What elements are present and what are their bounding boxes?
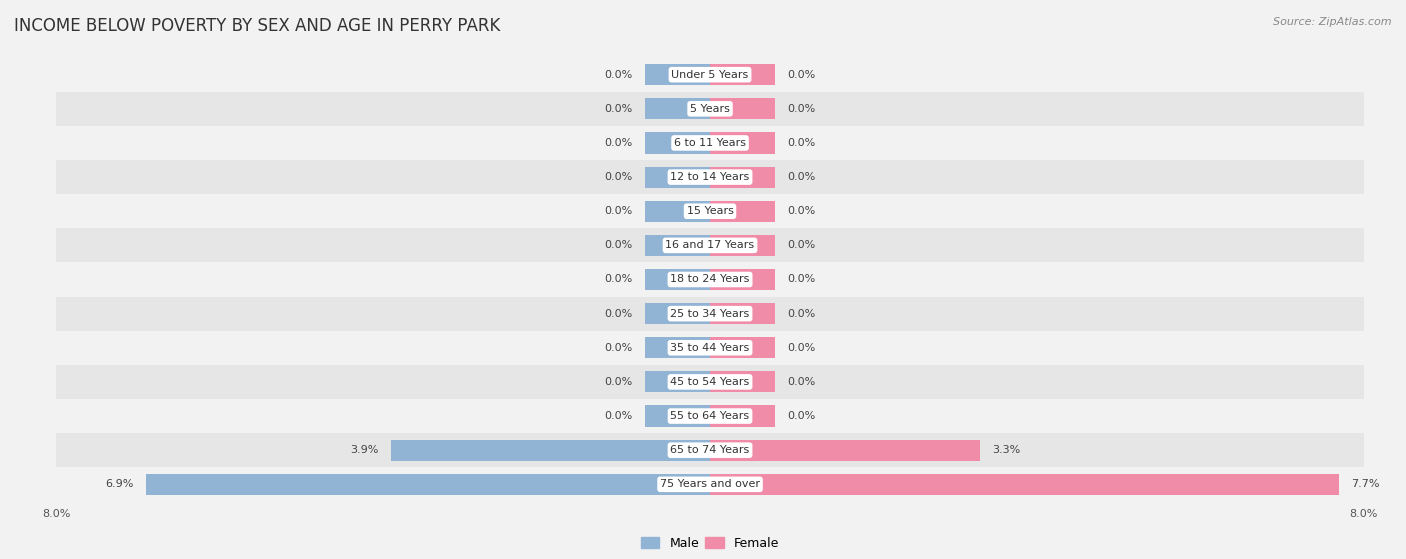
Bar xyxy=(56,467,1364,501)
Bar xyxy=(710,64,776,86)
Bar xyxy=(56,194,1364,228)
Text: 6.9%: 6.9% xyxy=(105,479,134,489)
Text: 0.0%: 0.0% xyxy=(787,343,815,353)
Text: 0.0%: 0.0% xyxy=(605,104,633,114)
Text: Source: ZipAtlas.com: Source: ZipAtlas.com xyxy=(1274,17,1392,27)
Text: 65 to 74 Years: 65 to 74 Years xyxy=(671,445,749,455)
Bar xyxy=(56,365,1364,399)
Text: 18 to 24 Years: 18 to 24 Years xyxy=(671,274,749,285)
Bar xyxy=(644,132,710,154)
Text: 0.0%: 0.0% xyxy=(787,172,815,182)
Text: 0.0%: 0.0% xyxy=(605,411,633,421)
Bar xyxy=(644,201,710,222)
Text: 0.0%: 0.0% xyxy=(605,377,633,387)
Bar xyxy=(56,297,1364,331)
Bar xyxy=(644,337,710,358)
Text: 6 to 11 Years: 6 to 11 Years xyxy=(673,138,747,148)
Text: 75 Years and over: 75 Years and over xyxy=(659,479,761,489)
Text: 0.0%: 0.0% xyxy=(787,240,815,250)
Text: 55 to 64 Years: 55 to 64 Years xyxy=(671,411,749,421)
Text: 0.0%: 0.0% xyxy=(787,104,815,114)
Bar xyxy=(56,399,1364,433)
Bar xyxy=(56,331,1364,365)
Text: Under 5 Years: Under 5 Years xyxy=(672,70,748,80)
Legend: Male, Female: Male, Female xyxy=(636,532,785,555)
Text: 3.9%: 3.9% xyxy=(350,445,380,455)
Bar xyxy=(56,126,1364,160)
Bar xyxy=(56,228,1364,262)
Bar xyxy=(710,303,776,324)
Bar xyxy=(710,269,776,290)
Bar xyxy=(644,235,710,256)
Text: 35 to 44 Years: 35 to 44 Years xyxy=(671,343,749,353)
Text: 0.0%: 0.0% xyxy=(787,377,815,387)
Text: 15 Years: 15 Years xyxy=(686,206,734,216)
Text: 0.0%: 0.0% xyxy=(787,411,815,421)
Text: 0.0%: 0.0% xyxy=(605,138,633,148)
Text: 0.0%: 0.0% xyxy=(787,274,815,285)
Text: 3.3%: 3.3% xyxy=(993,445,1021,455)
Bar xyxy=(710,405,776,427)
Bar xyxy=(644,167,710,188)
Text: 25 to 34 Years: 25 to 34 Years xyxy=(671,309,749,319)
Bar xyxy=(710,235,776,256)
Bar xyxy=(56,262,1364,297)
Text: 0.0%: 0.0% xyxy=(787,206,815,216)
Bar xyxy=(710,167,776,188)
Text: 0.0%: 0.0% xyxy=(787,70,815,80)
Text: 0.0%: 0.0% xyxy=(787,309,815,319)
Bar xyxy=(710,132,776,154)
Bar xyxy=(710,337,776,358)
Bar xyxy=(644,303,710,324)
Text: 0.0%: 0.0% xyxy=(605,206,633,216)
Text: 0.0%: 0.0% xyxy=(605,343,633,353)
Text: 0.0%: 0.0% xyxy=(605,274,633,285)
Text: 16 and 17 Years: 16 and 17 Years xyxy=(665,240,755,250)
Text: 12 to 14 Years: 12 to 14 Years xyxy=(671,172,749,182)
Bar xyxy=(644,405,710,427)
Bar xyxy=(56,92,1364,126)
Bar xyxy=(710,439,980,461)
Bar xyxy=(56,433,1364,467)
Bar xyxy=(644,98,710,120)
Bar xyxy=(56,160,1364,194)
Bar xyxy=(391,439,710,461)
Bar xyxy=(146,473,710,495)
Text: 0.0%: 0.0% xyxy=(605,70,633,80)
Text: 0.0%: 0.0% xyxy=(605,172,633,182)
Bar xyxy=(644,269,710,290)
Text: 0.0%: 0.0% xyxy=(787,138,815,148)
Bar xyxy=(710,201,776,222)
Bar xyxy=(644,64,710,86)
Bar xyxy=(56,58,1364,92)
Text: 0.0%: 0.0% xyxy=(605,309,633,319)
Bar xyxy=(710,371,776,392)
Bar xyxy=(710,98,776,120)
Text: INCOME BELOW POVERTY BY SEX AND AGE IN PERRY PARK: INCOME BELOW POVERTY BY SEX AND AGE IN P… xyxy=(14,17,501,35)
Bar xyxy=(710,473,1340,495)
Text: 5 Years: 5 Years xyxy=(690,104,730,114)
Bar xyxy=(644,371,710,392)
Text: 7.7%: 7.7% xyxy=(1351,479,1381,489)
Text: 45 to 54 Years: 45 to 54 Years xyxy=(671,377,749,387)
Text: 0.0%: 0.0% xyxy=(605,240,633,250)
